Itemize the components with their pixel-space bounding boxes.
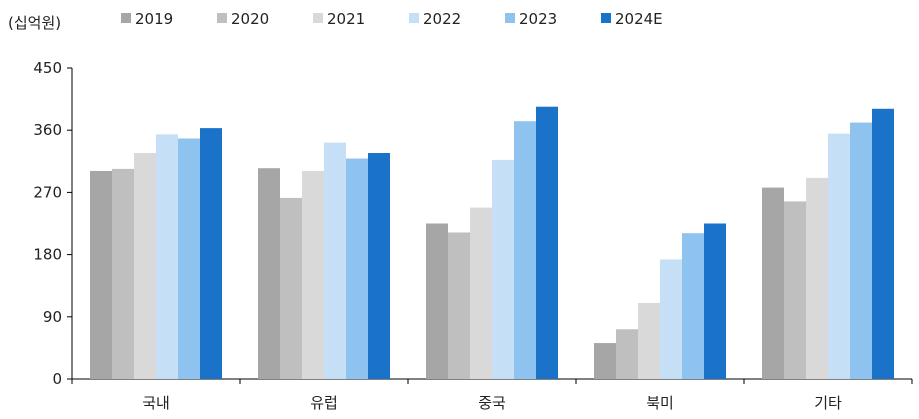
- bar-국내-2023: [178, 138, 200, 379]
- bar-중국-2019: [426, 223, 448, 379]
- bar-북미-2021: [638, 302, 660, 379]
- bar-유럽-2021: [302, 170, 324, 379]
- bar-기타-2020: [784, 201, 806, 379]
- y-tick-label: 180: [33, 246, 62, 264]
- y-tick-label: 360: [33, 121, 62, 139]
- bar-유럽-2022: [324, 142, 346, 379]
- legend: 2019 2020 2021 2022 2023 2024E: [121, 10, 663, 28]
- legend-label-2022: 2022: [423, 10, 461, 28]
- bar-중국-2020: [448, 232, 470, 379]
- legend-swatch-2019: [121, 13, 131, 23]
- x-tick-label: 기타: [814, 394, 842, 412]
- bar-북미-2019: [594, 343, 616, 379]
- bars: [90, 106, 894, 380]
- legend-swatch-2020: [217, 13, 227, 23]
- bar-북미-2020: [616, 329, 638, 379]
- y-tick-label: 0: [52, 370, 62, 388]
- y-tick-label: 450: [33, 59, 62, 77]
- legend-label-2019: 2019: [135, 10, 173, 28]
- bar-국내-2020: [112, 168, 134, 379]
- bar-유럽-2020: [280, 197, 302, 379]
- x-tick-label: 북미: [646, 394, 674, 412]
- x-tick-label: 국내: [142, 394, 170, 412]
- bar-기타-2022: [828, 133, 850, 379]
- bar-중국-2024E: [536, 106, 558, 380]
- bar-북미-2023: [682, 233, 704, 379]
- bar-기타-2021: [806, 177, 828, 379]
- bar-국내-2022: [156, 134, 178, 379]
- bar-기타-2024E: [872, 108, 894, 379]
- legend-label-2024E: 2024E: [615, 10, 663, 28]
- y-axis: 0 90 180 270 360 450: [33, 59, 73, 388]
- x-axis: 국내 유럽 중국 북미 기타: [71, 378, 913, 412]
- legend-label-2021: 2021: [327, 10, 365, 28]
- bar-중국-2021: [470, 207, 492, 379]
- unit-label: (십억원): [8, 14, 61, 32]
- bar-중국-2023: [514, 121, 536, 380]
- legend-swatch-2024E: [601, 13, 611, 23]
- legend-swatch-2022: [409, 13, 419, 23]
- x-tick-label: 유럽: [310, 394, 338, 412]
- y-tick-label: 90: [43, 308, 62, 326]
- legend-swatch-2023: [505, 13, 515, 23]
- bar-기타-2023: [850, 122, 872, 379]
- bar-유럽-2019: [258, 168, 280, 379]
- y-tick-label: 270: [33, 183, 62, 201]
- bar-국내-2021: [134, 153, 156, 379]
- legend-label-2020: 2020: [231, 10, 269, 28]
- bar-국내-2019: [90, 170, 112, 379]
- legend-swatch-2021: [313, 13, 323, 23]
- bar-유럽-2023: [346, 158, 368, 379]
- x-tick-label: 중국: [478, 394, 506, 412]
- bar-북미-2024E: [704, 223, 726, 379]
- bar-북미-2022: [660, 259, 682, 379]
- legend-label-2023: 2023: [519, 10, 557, 28]
- bar-유럽-2024E: [368, 153, 390, 379]
- bar-기타-2019: [762, 187, 784, 379]
- bar-국내-2024E: [200, 128, 222, 379]
- bar-중국-2022: [492, 159, 514, 379]
